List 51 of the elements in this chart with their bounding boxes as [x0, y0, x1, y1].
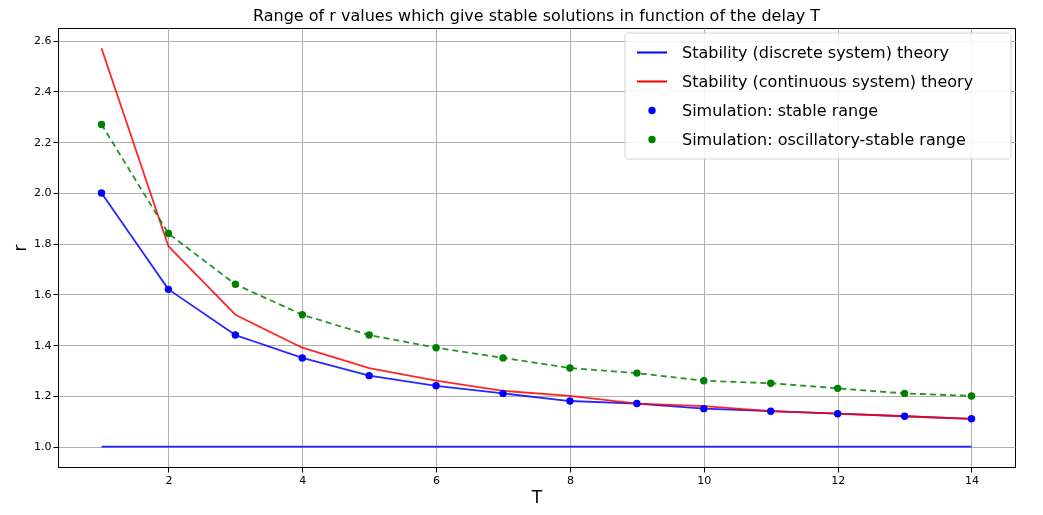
x-tick-label: 8 — [566, 473, 574, 487]
point — [833, 384, 842, 393]
point — [566, 397, 574, 405]
point — [900, 389, 909, 398]
point — [499, 354, 507, 362]
y-tick-label: 1.6 — [34, 287, 52, 301]
x-tick-label: 12 — [831, 473, 846, 487]
point — [164, 229, 173, 238]
point — [432, 382, 440, 390]
point — [365, 371, 373, 380]
y-tick-label: 1.4 — [34, 338, 52, 352]
point — [967, 392, 976, 400]
point — [700, 377, 708, 385]
x-tick-label: 10 — [697, 473, 712, 487]
legend-label: Stability (discrete system) theory — [682, 42, 950, 62]
point — [967, 415, 976, 423]
point — [164, 285, 173, 294]
point — [298, 354, 306, 362]
point — [900, 412, 909, 420]
y-tick-label: 2.2 — [34, 135, 52, 149]
x-tick-label: 4 — [299, 473, 307, 487]
point — [432, 344, 440, 352]
y-tick-label: 2.4 — [34, 84, 52, 98]
point — [633, 399, 641, 408]
point — [767, 379, 775, 387]
chart-title: Range of r values which give stable solutions in function of the delay T — [252, 6, 821, 25]
y-axis-title: r — [10, 244, 31, 252]
y-tick-label: 1.2 — [34, 389, 52, 403]
point — [365, 331, 373, 339]
point — [566, 364, 574, 372]
point — [499, 389, 507, 398]
x-tick-label: 14 — [965, 473, 979, 487]
point — [767, 407, 775, 415]
point — [833, 410, 842, 418]
y-tick-label: 2.6 — [34, 34, 52, 48]
y-tick-label: 1.0 — [34, 440, 52, 454]
legend-label: Simulation: oscillatory-stable range — [682, 129, 966, 149]
x-tick-label: 6 — [433, 473, 441, 487]
legend-label: Stability (continuous system) theory — [682, 71, 974, 91]
point — [700, 404, 708, 413]
y-tick-label: 1.8 — [34, 237, 52, 251]
point — [97, 189, 106, 197]
point — [231, 280, 240, 288]
point — [97, 120, 106, 129]
x-axis-title: T — [530, 486, 543, 507]
point — [633, 369, 641, 377]
y-tick-label: 2.0 — [34, 186, 52, 200]
x-tick-label: 2 — [165, 473, 173, 487]
point — [231, 331, 240, 339]
legend-label: Simulation: stable range — [682, 100, 879, 120]
point — [298, 311, 306, 319]
